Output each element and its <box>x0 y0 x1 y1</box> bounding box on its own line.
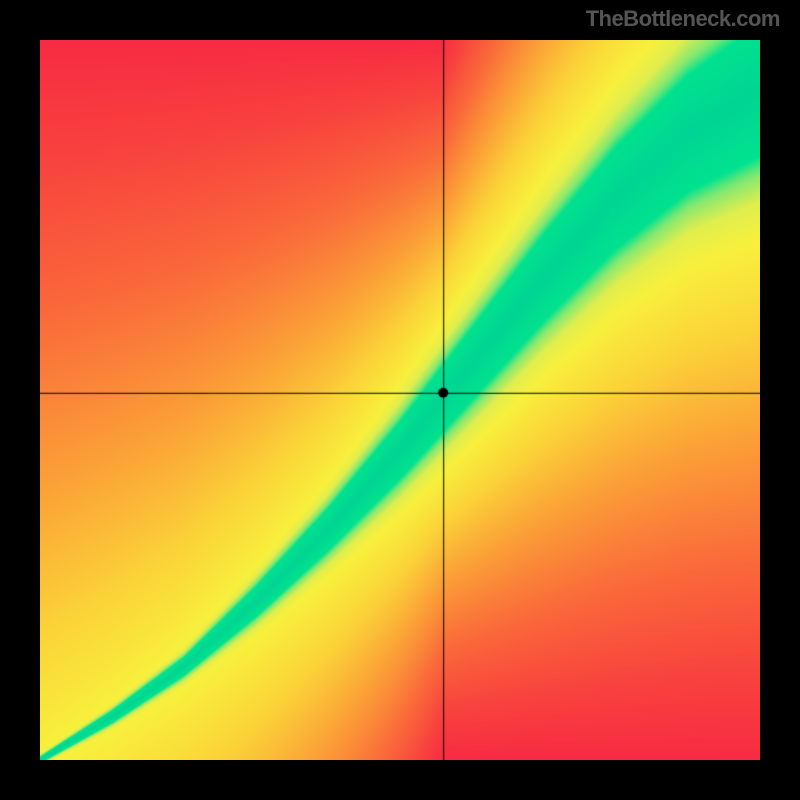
watermark-text: TheBottleneck.com <box>586 6 780 32</box>
chart-container: TheBottleneck.com <box>0 0 800 800</box>
heatmap-plot <box>40 40 760 760</box>
heatmap-canvas <box>40 40 760 760</box>
